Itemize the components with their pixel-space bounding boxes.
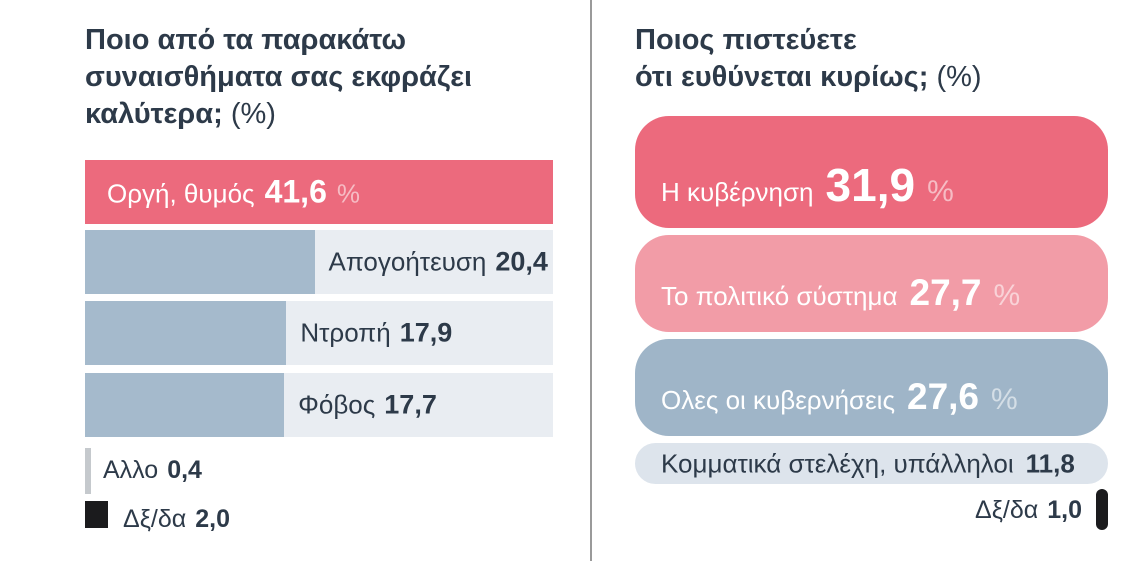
bar-disappointment: Απογοήτευση 20,4: [85, 230, 553, 294]
pill-government-percent-sign: %: [927, 175, 954, 208]
right-dk-marker: [1096, 489, 1108, 530]
bar-anger-fill: [85, 160, 553, 224]
bar-anger: Οργή, θυμός 41,6 %: [85, 160, 553, 224]
pill-party-officials-label: Κομματικά στελέχη, υπάλληλοι 11,8: [661, 448, 1075, 479]
pill-all-governments-percent-sign: %: [991, 383, 1018, 416]
panel-divider: [590, 0, 592, 561]
pill-all-governments: Ολες οι κυβερνήσεις 27,6 %: [635, 339, 1108, 436]
right-title-line-1: Ποιος πιστεύετε: [635, 24, 857, 56]
right-title-line-2: ότι ευθύνεται κυρίως; (%): [635, 59, 982, 96]
bar-fear-fill: [85, 373, 285, 437]
pill-party-officials-value: 11,8: [1025, 448, 1075, 478]
bar-dk-label: Δξ/δα 2,0: [123, 505, 230, 534]
right-title-line-2-text: ότι ευθύνεται κυρίως;: [635, 61, 929, 93]
pill-political-system-label: Το πολιτικό σύστημα 27,7 %: [661, 272, 1020, 314]
left-title-line-3: καλύτερα; (%): [85, 96, 472, 133]
left-chart-title: Ποιο από τα παρακάτω συναισθήματα σας εκ…: [85, 22, 472, 133]
bar-dk-category: Δξ/δα: [123, 505, 187, 533]
pill-party-officials: Κομματικά στελέχη, υπάλληλοι 11,8: [635, 443, 1108, 484]
pill-political-system: Το πολιτικό σύστημα 27,7 %: [635, 235, 1108, 332]
pill-government-value: 31,9: [825, 159, 916, 211]
bar-shame-category: Ντροπή: [300, 317, 391, 348]
bar-anger-value: 41,6: [264, 173, 327, 210]
right-title-unit: (%): [936, 61, 982, 93]
left-title-line-1: Ποιο από τα παρακάτω: [85, 24, 406, 56]
bar-anger-label: Οργή, θυμός 41,6 %: [107, 174, 360, 211]
bar-other-value: 0,4: [167, 456, 202, 484]
pill-all-governments-value: 27,6: [907, 376, 980, 417]
pill-political-system-value: 27,7: [909, 272, 982, 313]
pill-government-category: Η κυβέρνηση: [661, 177, 814, 207]
pill-all-governments-category: Ολες οι κυβερνήσεις: [661, 385, 895, 415]
pill-government: Η κυβέρνηση 31,9 %: [635, 116, 1108, 228]
right-dk-category: Δξ/δα: [975, 496, 1039, 524]
bar-disappointment-fill: [85, 230, 315, 294]
pill-all-governments-label: Ολες οι κυβερνήσεις 27,6 %: [661, 376, 1018, 418]
bar-dk-marker: [85, 501, 108, 528]
bar-disappointment-label: Απογοήτευση 20,4: [329, 247, 548, 278]
bar-fear-category: Φόβος: [298, 389, 376, 420]
bar-shame: Ντροπή 17,9: [85, 301, 553, 365]
bar-fear-value: 17,7: [384, 389, 437, 420]
bar-anger-percent-sign: %: [336, 178, 360, 209]
bar-fear-label: Φόβος 17,7: [298, 390, 437, 421]
pill-stack: Η κυβέρνηση 31,9 % Το πολιτικό σύστημα 2…: [635, 116, 1108, 484]
right-chart-panel: Ποιος πιστεύετε ότι ευθύνεται κυρίως; (%…: [635, 0, 1108, 561]
bar-shame-value: 17,9: [399, 317, 453, 348]
bar-anger-category: Οργή, θυμός: [107, 178, 255, 209]
left-title-line-2: συναισθήματα σας εκφράζει: [85, 61, 473, 93]
bar-other-label: Αλλο 0,4: [103, 456, 202, 485]
bar-shame-fill: [85, 301, 287, 365]
right-dk-label: Δξ/δα 1,0: [975, 496, 1082, 525]
bar-fear: Φόβος 17,7: [85, 373, 553, 437]
right-dk-value: 1,0: [1047, 496, 1082, 524]
bar-disappointment-category: Απογοήτευση: [328, 246, 487, 277]
bar-disappointment-value: 20,4: [495, 246, 548, 277]
bar-dk-value: 2,0: [195, 505, 230, 533]
pill-party-officials-category: Κομματικά στελέχη, υπάλληλοι: [661, 448, 1014, 478]
right-chart-title: Ποιος πιστεύετε ότι ευθύνεται κυρίως; (%…: [635, 22, 982, 96]
left-chart-panel: Ποιο από τα παρακάτω συναισθήματα σας εκ…: [85, 0, 553, 561]
left-title-line-3-text: καλύτερα;: [85, 98, 223, 130]
left-title-unit: (%): [230, 98, 276, 130]
bar-shame-label: Ντροπή 17,9: [300, 318, 452, 349]
pill-political-system-category: Το πολιτικό σύστημα: [661, 281, 898, 311]
pill-government-label: Η κυβέρνηση 31,9 %: [661, 158, 954, 212]
bar-other-category: Αλλο: [103, 456, 159, 484]
pill-political-system-percent-sign: %: [993, 279, 1021, 312]
bar-other-marker: [85, 448, 91, 494]
